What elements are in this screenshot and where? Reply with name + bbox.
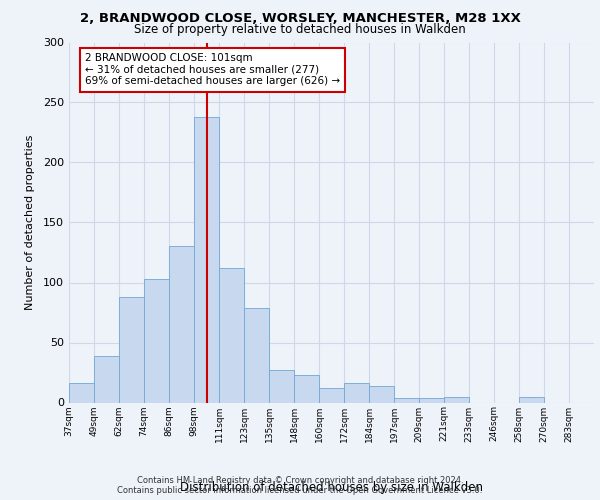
Bar xyxy=(294,375,319,402)
Bar xyxy=(219,268,244,402)
Bar xyxy=(394,398,419,402)
Bar xyxy=(444,396,469,402)
Bar xyxy=(94,356,119,403)
Bar xyxy=(119,297,144,403)
Bar xyxy=(344,384,369,402)
Bar xyxy=(194,117,219,403)
Text: Size of property relative to detached houses in Walkden: Size of property relative to detached ho… xyxy=(134,22,466,36)
Bar xyxy=(519,396,544,402)
Text: Contains HM Land Registry data © Crown copyright and database right 2024.
Contai: Contains HM Land Registry data © Crown c… xyxy=(118,476,482,495)
Bar xyxy=(419,398,444,402)
Bar xyxy=(244,308,269,402)
Y-axis label: Number of detached properties: Number of detached properties xyxy=(25,135,35,310)
Text: 2 BRANDWOOD CLOSE: 101sqm
← 31% of detached houses are smaller (277)
69% of semi: 2 BRANDWOOD CLOSE: 101sqm ← 31% of detac… xyxy=(85,54,340,86)
Text: 2, BRANDWOOD CLOSE, WORSLEY, MANCHESTER, M28 1XX: 2, BRANDWOOD CLOSE, WORSLEY, MANCHESTER,… xyxy=(80,12,520,26)
Bar xyxy=(69,384,94,402)
Bar xyxy=(144,279,169,402)
Bar xyxy=(369,386,394,402)
Bar xyxy=(319,388,344,402)
Bar xyxy=(169,246,194,402)
Bar xyxy=(269,370,294,402)
X-axis label: Distribution of detached houses by size in Walkden: Distribution of detached houses by size … xyxy=(180,480,483,494)
